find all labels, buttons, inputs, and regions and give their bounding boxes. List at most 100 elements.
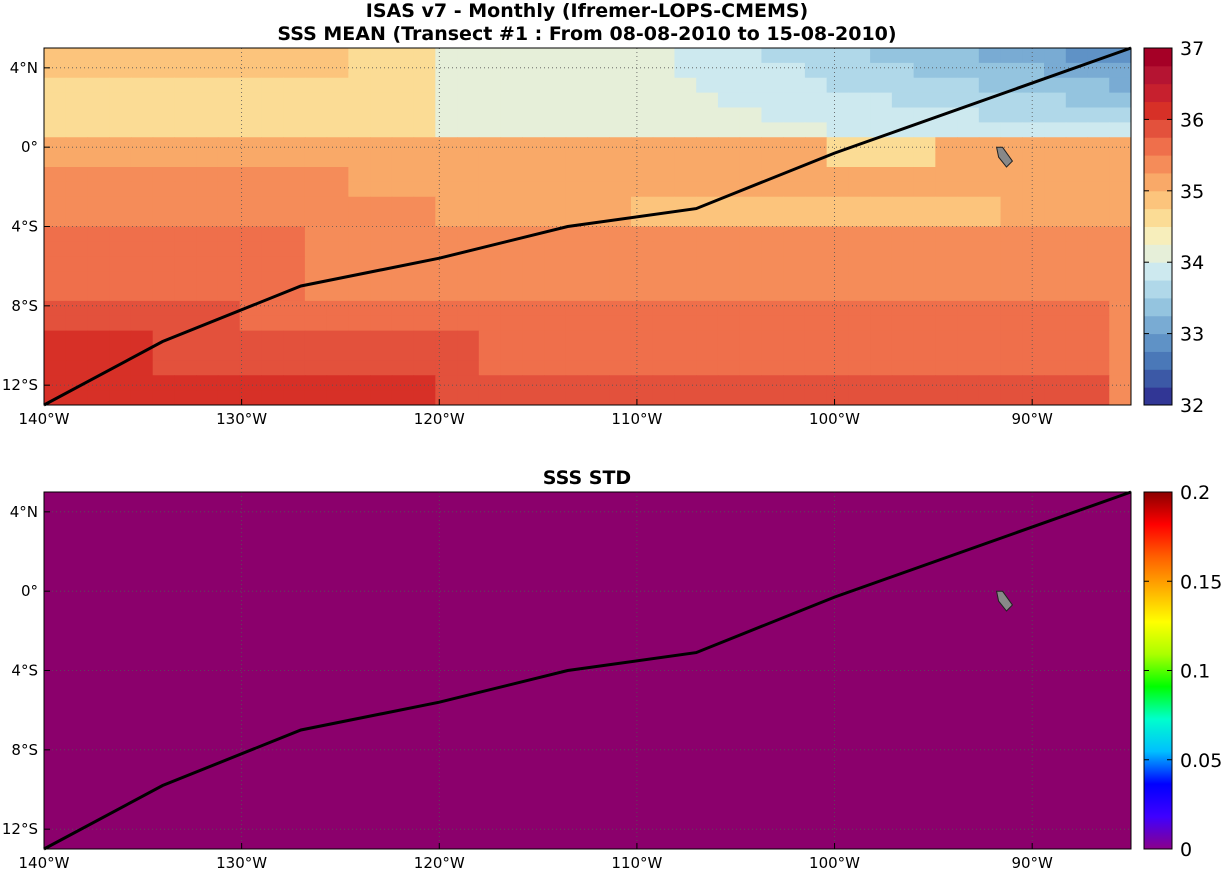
- sss-cell: [544, 315, 567, 332]
- sss-cell: [870, 256, 893, 272]
- sss-cell: [522, 256, 545, 272]
- sss-cell: [326, 256, 349, 272]
- sss-cell: [1000, 330, 1023, 347]
- sss-cell: [957, 137, 980, 153]
- sss-cell: [478, 92, 502, 109]
- sss-cell: [196, 48, 219, 64]
- sss-cell: [1044, 48, 1067, 64]
- sss-cell: [413, 330, 436, 347]
- sss-cell: [652, 211, 676, 228]
- sss-cell: [217, 122, 241, 138]
- sss-cell: [1087, 107, 1110, 123]
- sss-cell: [935, 137, 958, 153]
- sss-cell: [217, 360, 241, 376]
- sss-cell: [935, 256, 958, 272]
- sss-cell: [630, 271, 654, 287]
- sss-cell: [1022, 107, 1045, 123]
- sss-cell: [761, 137, 784, 153]
- sss-cell: [239, 211, 262, 228]
- mean-lon-ticks: 140°W 130°W 120°W 110°W 100°W 90°W: [19, 399, 1053, 428]
- sss-cell: [630, 152, 654, 168]
- sss-cell: [761, 360, 784, 376]
- sss-cell: [544, 137, 567, 153]
- sss-cell: [609, 286, 632, 302]
- sss-cell: [696, 241, 719, 257]
- sss-cell: [1022, 256, 1045, 272]
- sss-cell: [957, 300, 980, 317]
- colorbar-tick-label: 0: [1180, 839, 1192, 861]
- sss-cell: [435, 345, 458, 361]
- lat-tick-label: 0°: [21, 582, 38, 600]
- sss-cell: [152, 152, 176, 168]
- sss-cell: [500, 137, 523, 153]
- sss-cell: [717, 271, 741, 287]
- sss-cell: [913, 226, 936, 242]
- sss-cell: [761, 375, 784, 391]
- sss-cell: [935, 196, 958, 213]
- sss-cell: [348, 92, 371, 109]
- sss-cell: [544, 271, 567, 287]
- sss-cell: [44, 107, 67, 123]
- colorbar-segment: [1144, 48, 1172, 67]
- sss-cell: [435, 211, 458, 228]
- sss-cell: [217, 62, 241, 79]
- sss-cell: [587, 77, 610, 94]
- sss-cell: [87, 271, 110, 287]
- sss-cell: [565, 107, 589, 123]
- sss-cell: [565, 226, 589, 242]
- sss-cell: [696, 92, 719, 109]
- sss-cell: [913, 256, 936, 272]
- sss-cell: [435, 330, 458, 347]
- sss-cell: [522, 122, 545, 138]
- sss-cell: [87, 62, 110, 79]
- sss-cell: [500, 390, 523, 405]
- sss-cell: [44, 315, 67, 332]
- sss-cell: [565, 390, 589, 405]
- sss-cell: [957, 345, 980, 361]
- sss-cell: [130, 107, 154, 123]
- sss-cell: [978, 226, 1002, 242]
- sss-cell: [804, 390, 828, 405]
- sss-cell: [1087, 315, 1110, 332]
- sss-cell: [783, 241, 806, 257]
- sss-cell: [239, 271, 262, 287]
- sss-cell: [196, 271, 219, 287]
- sss-cell: [739, 330, 763, 347]
- sss-cell: [152, 300, 176, 317]
- sss-cell: [739, 286, 763, 302]
- sss-cell: [109, 196, 132, 213]
- sss-cell: [826, 48, 849, 64]
- sss-cell: [1087, 196, 1110, 213]
- sss-cell: [783, 256, 806, 272]
- sss-cell: [1087, 77, 1110, 94]
- sss-cell: [326, 375, 349, 391]
- sss-cell: [739, 345, 763, 361]
- sss-cell: [174, 271, 197, 287]
- galapagos-island-std: [995, 590, 1014, 612]
- sss-cell: [783, 345, 806, 361]
- sss-cell: [826, 226, 849, 242]
- sss-cell: [174, 92, 197, 109]
- sss-cell: [1044, 62, 1067, 79]
- sss-cell: [65, 390, 89, 405]
- sss-cell: [435, 181, 458, 198]
- sss-cell: [435, 315, 458, 332]
- sss-cell: [370, 137, 393, 153]
- sss-cell: [152, 226, 176, 242]
- sss-cell: [261, 286, 284, 302]
- sss-cell: [370, 315, 393, 332]
- sss-cell: [870, 107, 893, 123]
- sss-cell: [870, 241, 893, 257]
- sss-cell: [500, 48, 523, 64]
- sss-cell: [217, 345, 241, 361]
- sss-cell: [609, 137, 632, 153]
- sss-cell: [957, 286, 980, 302]
- sss-cell: [826, 375, 849, 391]
- sss-cell: [522, 211, 545, 228]
- sss-cell: [174, 226, 197, 242]
- sss-cell: [739, 211, 763, 228]
- sss-cell: [544, 181, 567, 198]
- sss-cell: [717, 256, 741, 272]
- sss-cell: [65, 77, 89, 94]
- sss-cell: [587, 167, 610, 183]
